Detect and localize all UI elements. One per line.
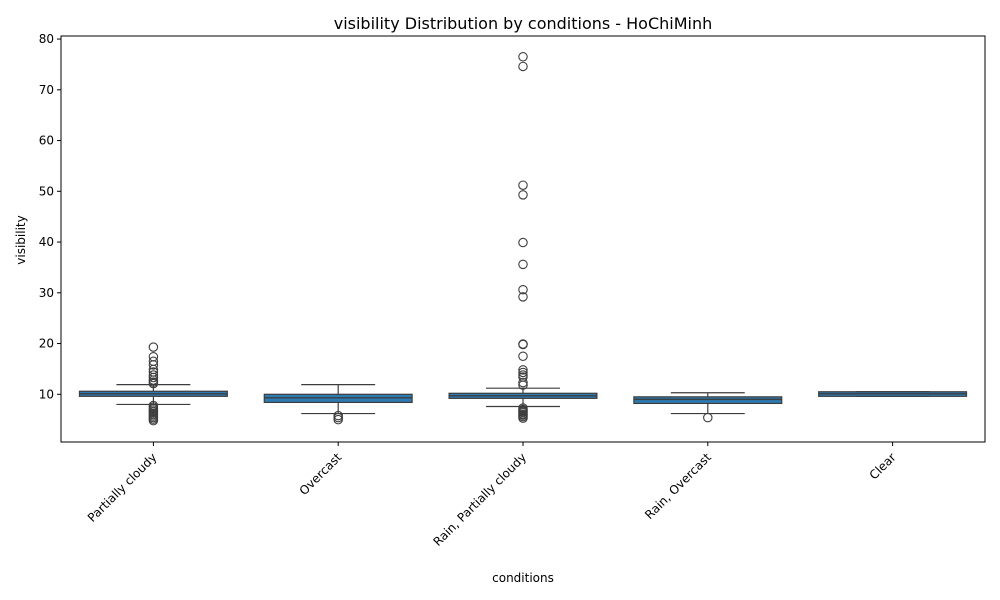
y-tick-label: 40: [39, 235, 54, 249]
outlier-point: [518, 259, 528, 270]
y-tick-label: 80: [39, 32, 54, 46]
y-tick-label: 50: [39, 184, 54, 198]
x-tick-label: Clear: [867, 450, 899, 482]
outlier-point: [148, 378, 159, 389]
outlier-point: [518, 190, 528, 200]
chart-title: visibility Distribution by conditions - …: [334, 14, 713, 33]
outlier-point: [518, 284, 528, 295]
y-tick-label: 70: [39, 83, 54, 97]
box-group: [78, 342, 228, 426]
outlier-point: [148, 372, 159, 383]
x-tick-label: Rain, Overcast: [642, 450, 714, 522]
y-tick-label: 10: [39, 387, 54, 401]
outlier-point: [518, 380, 528, 390]
plot-area: 10 20 30 40 50 60 70 80 Partially cloudy Overcast…: [39, 32, 968, 549]
y-axis-label: visibility: [14, 215, 28, 264]
outlier-point: [518, 351, 528, 361]
outlier-point: [518, 237, 528, 248]
box-group: [633, 392, 783, 423]
x-tick-label: Overcast: [297, 450, 345, 498]
x-tick-label: Rain, Partially cloudy: [430, 450, 529, 549]
outlier-point: [518, 52, 528, 62]
outlier-point: [148, 415, 159, 426]
y-tick-label: 60: [39, 134, 54, 148]
box-group: [818, 391, 968, 397]
outlier-point: [703, 412, 713, 423]
outlier-point: [518, 377, 528, 388]
box-iqr: [633, 396, 783, 405]
outlier-point: [518, 61, 528, 72]
outlier-point: [333, 412, 343, 423]
box-group: [263, 384, 413, 425]
outlier-point: [518, 413, 528, 423]
outlier-point: [518, 180, 528, 190]
outlier-point: [148, 360, 159, 370]
box-group: [448, 52, 598, 423]
x-tick-label: Partially cloudy: [85, 450, 160, 525]
outlier-point: [518, 339, 528, 350]
plot-frame: [60, 35, 986, 443]
outlier-point: [518, 365, 528, 375]
outlier-point: [518, 367, 528, 378]
x-axis-label: conditions: [492, 571, 554, 585]
outlier-point: [518, 292, 528, 302]
outlier-point: [148, 342, 159, 352]
outlier-point: [333, 414, 343, 425]
y-tick-label: 20: [39, 337, 54, 351]
y-tick-label: 30: [39, 286, 54, 300]
